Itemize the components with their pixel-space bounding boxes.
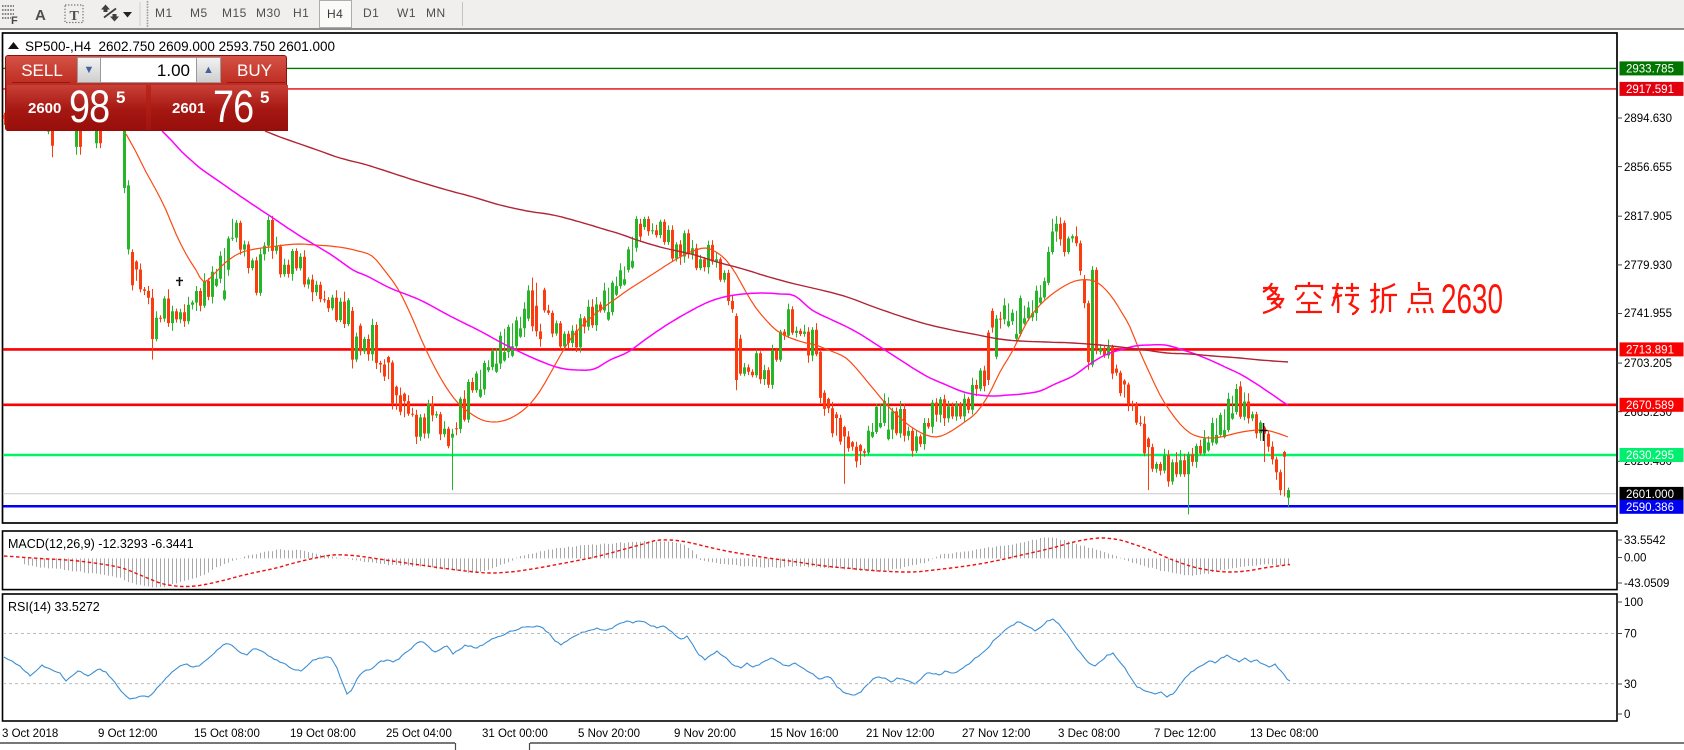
svg-text:2856.655: 2856.655 [1624, 162, 1672, 174]
svg-text:2601.000: 2601.000 [1626, 489, 1674, 501]
svg-text:9 Nov 20:00: 9 Nov 20:00 [674, 728, 736, 740]
svg-text:15 Oct 08:00: 15 Oct 08:00 [194, 728, 260, 740]
svg-text:70: 70 [1624, 629, 1637, 641]
svg-text:21 Nov 12:00: 21 Nov 12:00 [866, 728, 934, 740]
svg-text:F: F [11, 15, 18, 27]
svg-text:3 Oct 2018: 3 Oct 2018 [2, 728, 58, 740]
svg-text:A: A [35, 7, 46, 24]
svg-text:0: 0 [1624, 709, 1630, 721]
svg-text:-43.0509: -43.0509 [1624, 578, 1669, 590]
svg-text:13 Dec 08:00: 13 Dec 08:00 [1250, 728, 1318, 740]
svg-text:3 Dec 08:00: 3 Dec 08:00 [1058, 728, 1120, 740]
svg-text:0.00: 0.00 [1624, 553, 1646, 565]
svg-text:2630.295: 2630.295 [1626, 450, 1674, 462]
svg-text:2779.930: 2779.930 [1624, 260, 1672, 272]
svg-text:2590.386: 2590.386 [1626, 502, 1674, 514]
svg-text:2713.891: 2713.891 [1626, 345, 1674, 357]
svg-text:30: 30 [1624, 679, 1637, 691]
svg-text:100: 100 [1624, 597, 1643, 609]
svg-text:2894.630: 2894.630 [1624, 113, 1672, 125]
svg-text:RSI(14) 33.5272: RSI(14) 33.5272 [8, 600, 100, 614]
svg-text:2741.955: 2741.955 [1624, 308, 1672, 320]
svg-text:33.5542: 33.5542 [1624, 535, 1666, 547]
svg-text:15 Nov 16:00: 15 Nov 16:00 [770, 728, 838, 740]
svg-text:9 Oct 12:00: 9 Oct 12:00 [98, 728, 157, 740]
svg-text:2703.205: 2703.205 [1624, 358, 1672, 370]
svg-text:SP500-,H4 2602.750 2609.000 2: SP500-,H4 2602.750 2609.000 2593.750 260… [25, 39, 335, 54]
svg-text:2630: 2630 [1441, 275, 1503, 322]
svg-text:31 Oct 00:00: 31 Oct 00:00 [482, 728, 548, 740]
svg-text:7 Dec 12:00: 7 Dec 12:00 [1154, 728, 1216, 740]
svg-text:2933.785: 2933.785 [1626, 64, 1674, 76]
svg-text:2670.589: 2670.589 [1626, 400, 1674, 412]
svg-text:T: T [70, 9, 80, 24]
svg-text:2817.905: 2817.905 [1624, 211, 1672, 223]
svg-text:2917.591: 2917.591 [1626, 84, 1674, 96]
svg-text:19 Oct 08:00: 19 Oct 08:00 [290, 728, 356, 740]
svg-text:5 Nov 20:00: 5 Nov 20:00 [578, 728, 640, 740]
svg-text:25 Oct 04:00: 25 Oct 04:00 [386, 728, 452, 740]
svg-text:27 Nov 12:00: 27 Nov 12:00 [962, 728, 1030, 740]
svg-text:MACD(12,26,9) -12.3293 -6.3441: MACD(12,26,9) -12.3293 -6.3441 [8, 537, 194, 551]
